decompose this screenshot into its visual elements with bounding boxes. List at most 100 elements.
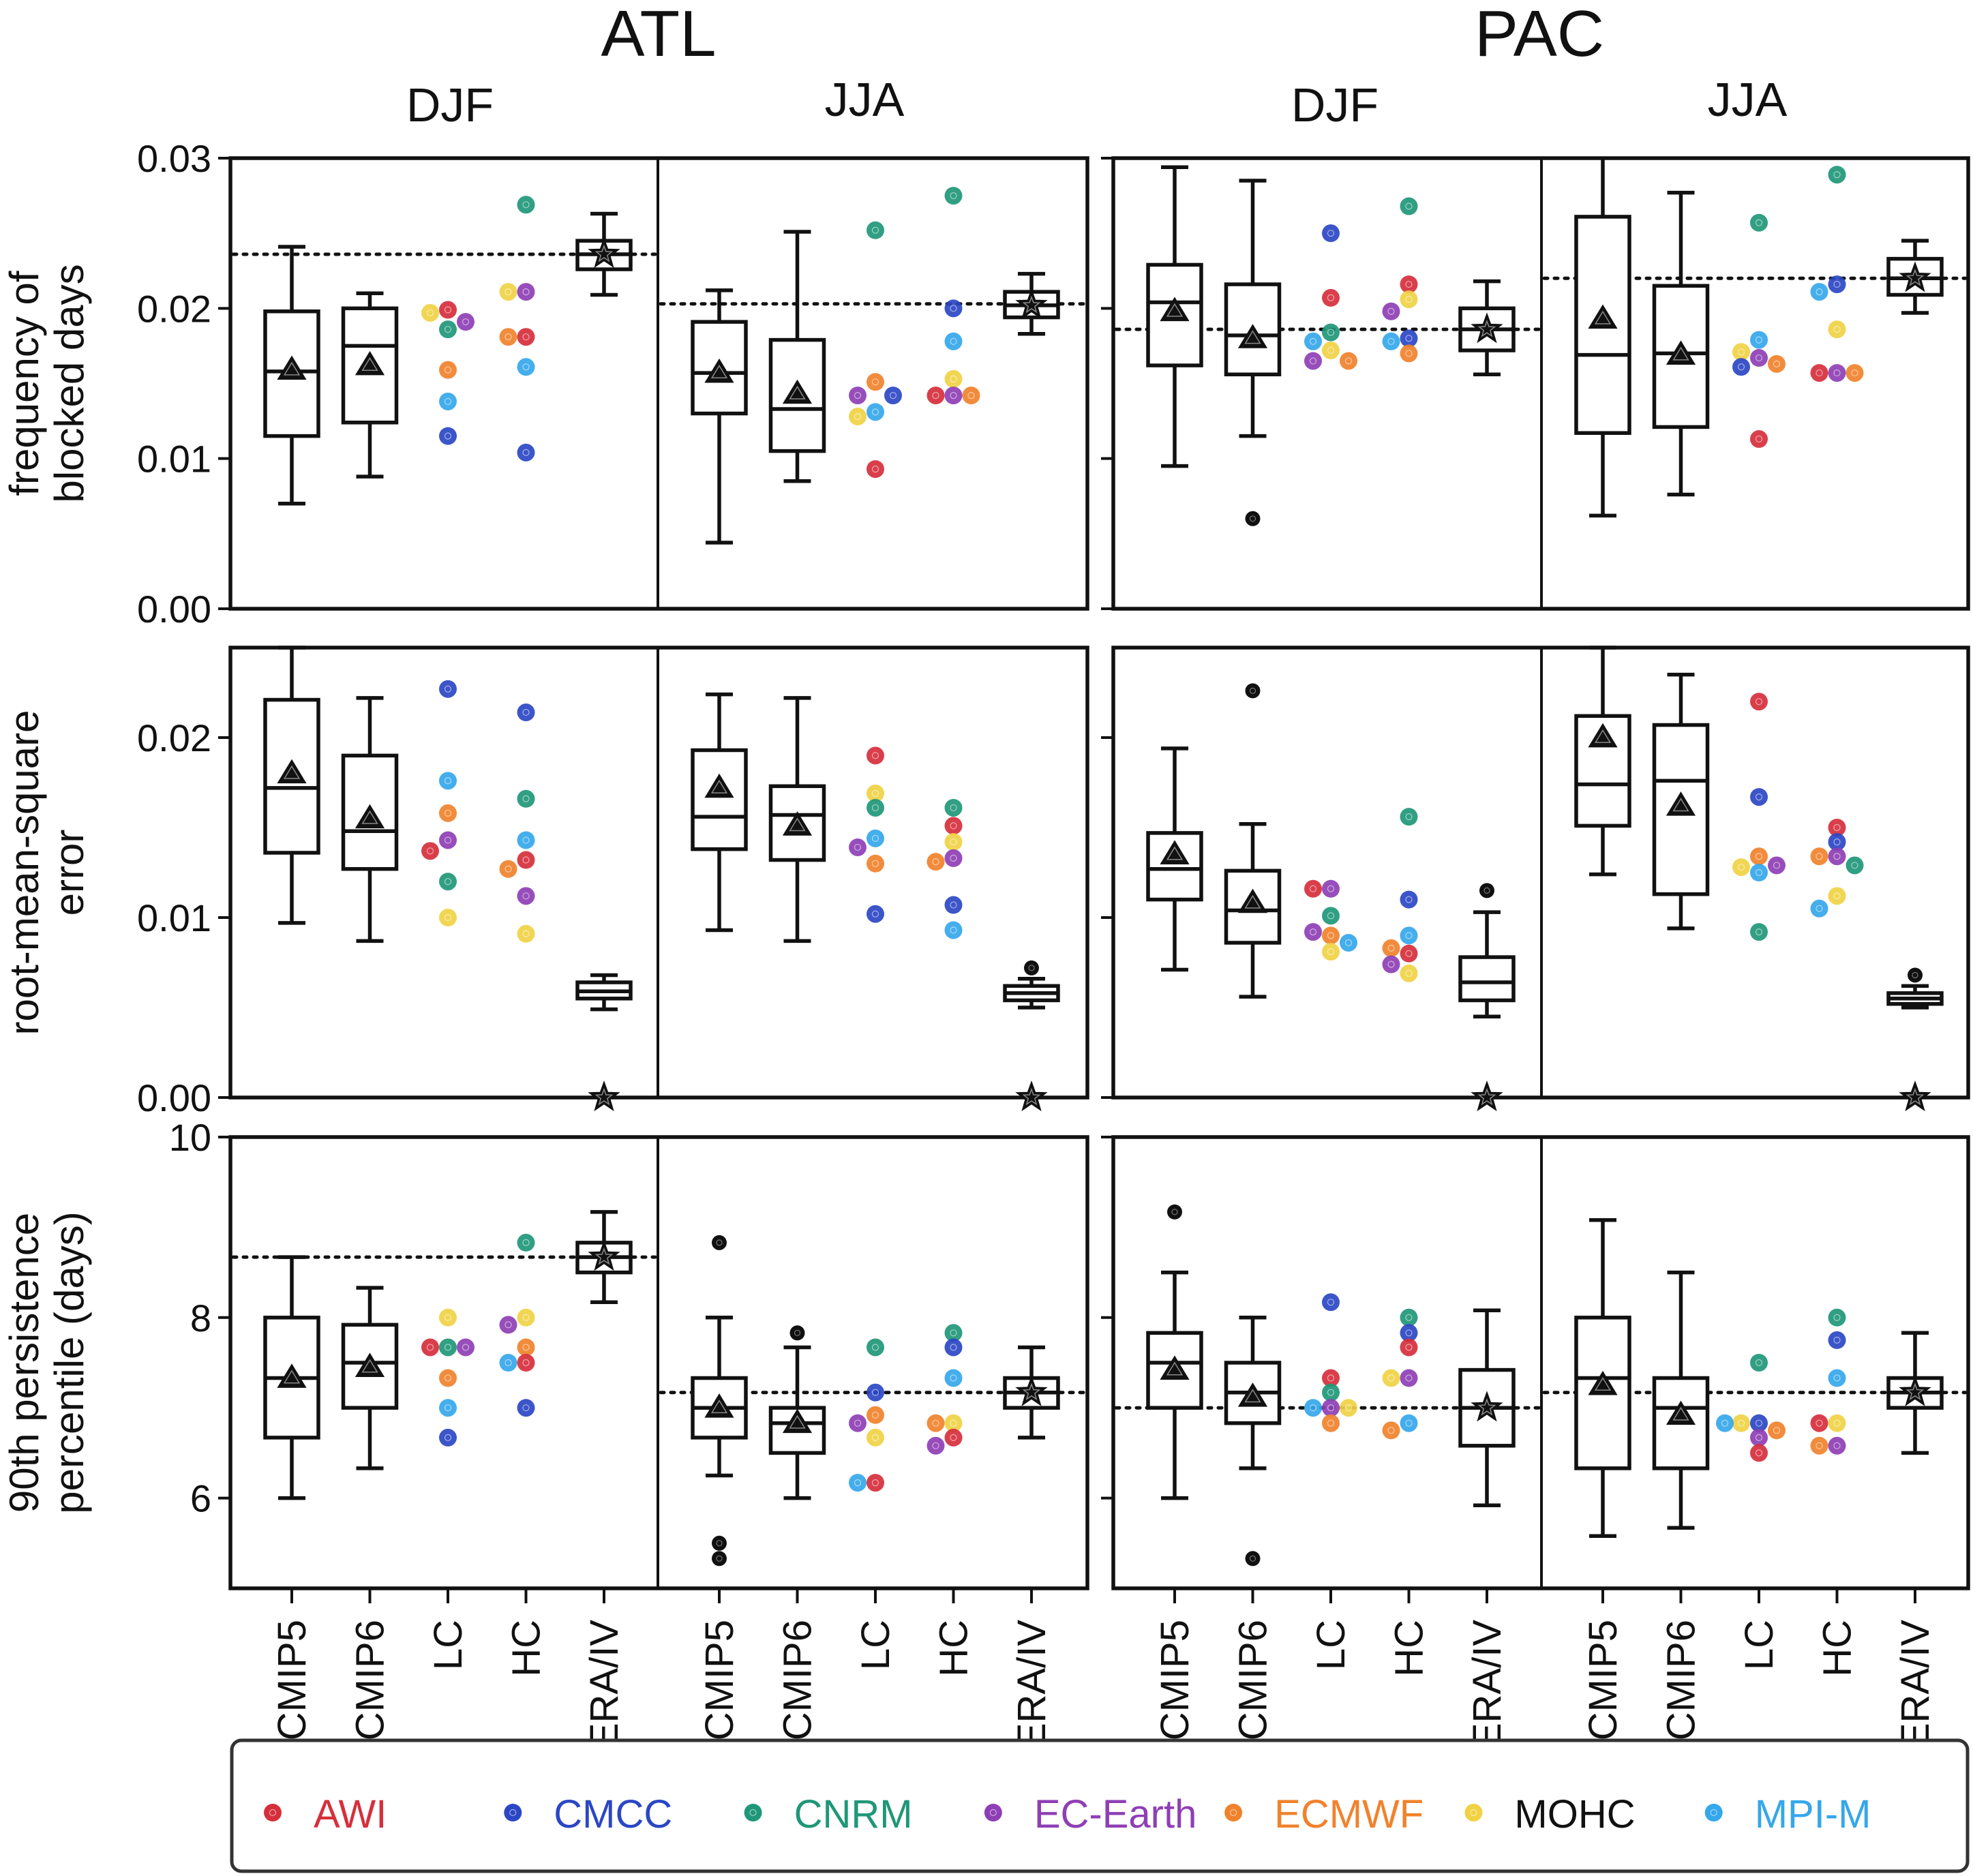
model-dot-cmcc bbox=[867, 905, 884, 923]
model-dot-cmcc bbox=[439, 427, 457, 445]
model-dot-mohc bbox=[1732, 858, 1750, 876]
model-dots-hc bbox=[1811, 819, 1864, 918]
panel-atl-djf: CMIP5 CMIP6 LC HC ERA/IV bbox=[233, 1137, 658, 1749]
legend-marker-ecmwf bbox=[1224, 1804, 1242, 1821]
x-tick-label-cmip6: CMIP6 bbox=[1231, 1620, 1276, 1740]
model-dot-cnrm bbox=[867, 799, 884, 817]
box-era-iv bbox=[1460, 1310, 1513, 1505]
model-dot-mohc bbox=[867, 1429, 884, 1447]
model-dot-ec-earth bbox=[1750, 349, 1768, 367]
model-dots-hc bbox=[927, 799, 963, 939]
model-dot-cnrm bbox=[1322, 1384, 1340, 1402]
box-era-iv bbox=[577, 214, 631, 295]
model-dot-cnrm bbox=[1400, 1309, 1418, 1327]
model-dot-cnrm bbox=[517, 1234, 535, 1252]
model-dots-lc bbox=[1732, 693, 1786, 941]
box-cmip5 bbox=[1148, 167, 1201, 466]
plot-grid: 0.000.010.020.03frequency ofblocked days… bbox=[1, 137, 1968, 1749]
model-dot-awi bbox=[945, 817, 963, 834]
y-tick-label: 0.03 bbox=[137, 137, 211, 180]
box-cmip6 bbox=[771, 232, 824, 481]
model-dot-cnrm bbox=[1322, 324, 1340, 342]
model-dot-mpi-m bbox=[1750, 331, 1768, 349]
box-era-iv bbox=[1888, 241, 1942, 313]
y-axis-label-line: error bbox=[46, 830, 92, 916]
x-tick-label-lc: LC bbox=[1737, 1620, 1781, 1670]
region-title-pac: PAC bbox=[1475, 0, 1604, 70]
model-dot-ec-earth bbox=[517, 887, 535, 905]
model-dot-ec-earth bbox=[849, 838, 867, 856]
model-dot-awi bbox=[517, 851, 535, 869]
model-dot-ec-earth bbox=[1304, 352, 1322, 369]
model-dot-cmcc bbox=[1750, 788, 1768, 806]
x-tick-label-era-iv: ERA/IV bbox=[1893, 1620, 1938, 1749]
model-dots-hc bbox=[1383, 808, 1418, 982]
model-dot-mpi-m bbox=[1400, 1414, 1418, 1432]
box-era-iv bbox=[1005, 1347, 1058, 1437]
box-era-iv bbox=[577, 975, 631, 1109]
model-dot-awi bbox=[1750, 430, 1768, 448]
box-cmip5 bbox=[265, 247, 318, 504]
model-dot-ecmwf bbox=[867, 855, 884, 873]
model-dot-mohc bbox=[500, 283, 517, 301]
model-dot-cmcc bbox=[517, 704, 535, 721]
model-dot-mohc bbox=[1828, 320, 1846, 338]
model-dot-cnrm bbox=[945, 187, 963, 205]
y-axis-label: frequency ofblocked days bbox=[1, 264, 92, 502]
model-dot-ec-earth bbox=[457, 313, 475, 331]
panel-atl-jja: CMIP5 CMIP6 LC HC ERA/IV bbox=[661, 1235, 1085, 1749]
x-tick-label-lc: LC bbox=[1309, 1620, 1353, 1670]
box-cmip5 bbox=[693, 1235, 746, 1566]
model-dot-mpi-m bbox=[439, 393, 457, 410]
model-dot-mpi-m bbox=[1400, 926, 1418, 944]
model-dot-mohc bbox=[1322, 342, 1340, 359]
box-cmip6 bbox=[1226, 1318, 1280, 1567]
model-dot-cmcc bbox=[439, 680, 457, 698]
box-cmip5 bbox=[693, 290, 746, 543]
model-dot-cmcc bbox=[1322, 224, 1340, 242]
panel-pac-jja: CMIP5 CMIP6 LC HC ERA/IV bbox=[1544, 1220, 1966, 1749]
box-era-iv bbox=[1888, 1333, 1942, 1453]
model-dot-mpi-m bbox=[1716, 1414, 1734, 1432]
model-dot-mohc bbox=[517, 1309, 535, 1327]
model-dot-cmcc bbox=[1322, 1293, 1340, 1311]
model-dot-ec-earth bbox=[849, 1414, 867, 1432]
outlier-point bbox=[1246, 1551, 1261, 1566]
legend-label-mohc: MOHC bbox=[1514, 1792, 1635, 1836]
model-dot-ec-earth bbox=[945, 849, 963, 867]
y-tick-label: 0.02 bbox=[137, 287, 211, 330]
model-dot-ecmwf bbox=[1811, 1437, 1828, 1455]
outlier-point bbox=[1908, 967, 1923, 982]
legend-marker-mohc bbox=[1464, 1804, 1482, 1821]
box-cmip6 bbox=[1655, 193, 1708, 495]
box-cmip5 bbox=[1576, 1220, 1629, 1536]
model-dot-awi bbox=[1400, 1338, 1418, 1356]
model-dots-hc bbox=[1811, 1309, 1846, 1455]
x-tick-label-cmip6: CMIP6 bbox=[1659, 1620, 1704, 1740]
model-dot-mohc bbox=[1340, 1399, 1357, 1417]
legend-label-awi: AWI bbox=[314, 1792, 387, 1836]
model-dot-mpi-m bbox=[1304, 333, 1322, 350]
model-dot-awi bbox=[1400, 945, 1418, 963]
outlier-point bbox=[1024, 960, 1039, 975]
legend-marker-ec-earth bbox=[984, 1804, 1002, 1821]
outlier-point bbox=[1246, 511, 1261, 526]
model-dot-mpi-m bbox=[1811, 900, 1828, 918]
model-dot-mpi-m bbox=[1828, 1370, 1846, 1387]
x-tick-label-hc: HC bbox=[932, 1620, 976, 1677]
model-dot-ec-earth bbox=[1383, 303, 1400, 320]
panel-pac-djf: CMIP5 CMIP6 LC HC ERA/IV bbox=[1116, 1137, 1541, 1749]
panel-atl-djf bbox=[265, 648, 658, 1110]
outlier-point bbox=[1167, 1205, 1182, 1220]
model-dot-mpi-m bbox=[500, 1354, 517, 1372]
model-dot-ec-earth bbox=[849, 387, 867, 404]
model-dot-ec-earth bbox=[439, 831, 457, 849]
box-era-iv bbox=[1005, 274, 1058, 334]
model-dot-mpi-m bbox=[945, 333, 963, 350]
model-dot-ec-earth bbox=[1304, 923, 1322, 941]
box-cmip5 bbox=[1148, 748, 1201, 970]
model-dot-awi bbox=[1811, 364, 1828, 382]
model-dots-hc bbox=[1383, 1309, 1418, 1440]
model-dot-cmcc bbox=[945, 896, 963, 914]
